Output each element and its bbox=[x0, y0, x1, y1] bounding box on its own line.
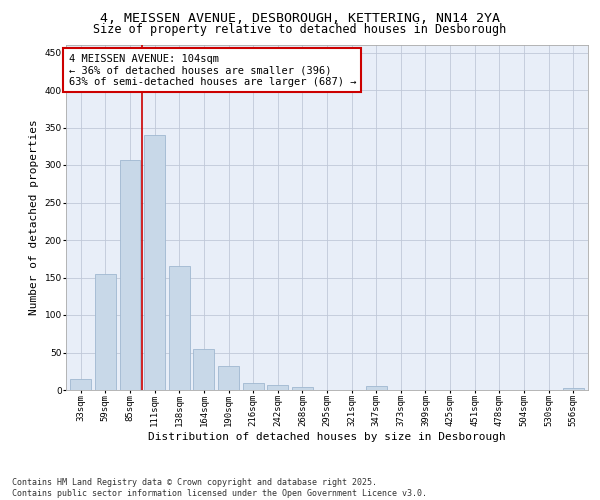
Text: Size of property relative to detached houses in Desborough: Size of property relative to detached ho… bbox=[94, 22, 506, 36]
Bar bbox=[193, 349, 214, 390]
Bar bbox=[292, 387, 313, 390]
Bar bbox=[563, 388, 584, 390]
Text: 4 MEISSEN AVENUE: 104sqm
← 36% of detached houses are smaller (396)
63% of semi-: 4 MEISSEN AVENUE: 104sqm ← 36% of detach… bbox=[68, 54, 356, 87]
Bar bbox=[218, 366, 239, 390]
Bar bbox=[169, 266, 190, 390]
Bar bbox=[119, 160, 140, 390]
Bar bbox=[70, 379, 91, 390]
Bar bbox=[95, 274, 116, 390]
Bar bbox=[144, 135, 165, 390]
Y-axis label: Number of detached properties: Number of detached properties bbox=[29, 120, 39, 316]
Bar bbox=[267, 385, 288, 390]
Bar bbox=[366, 386, 387, 390]
Text: Contains HM Land Registry data © Crown copyright and database right 2025.
Contai: Contains HM Land Registry data © Crown c… bbox=[12, 478, 427, 498]
X-axis label: Distribution of detached houses by size in Desborough: Distribution of detached houses by size … bbox=[148, 432, 506, 442]
Bar bbox=[242, 383, 263, 390]
Text: 4, MEISSEN AVENUE, DESBOROUGH, KETTERING, NN14 2YA: 4, MEISSEN AVENUE, DESBOROUGH, KETTERING… bbox=[100, 12, 500, 26]
